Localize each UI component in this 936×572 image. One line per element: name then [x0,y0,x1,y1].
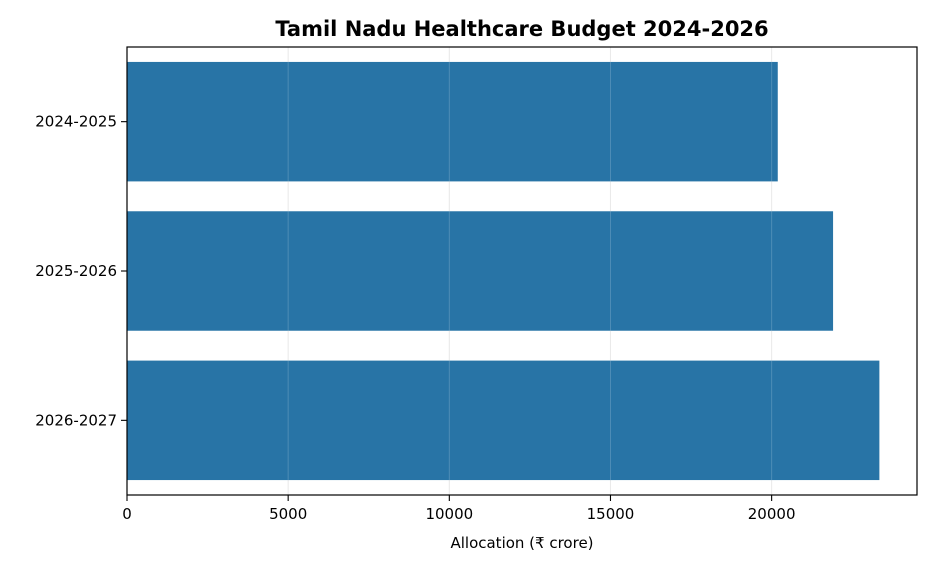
bar-2026-2027 [127,360,880,481]
x-axis-ticks: 0 5000 10000 15000 20000 [122,495,795,523]
bars [127,47,880,495]
x-tick-label-2: 10000 [425,505,473,523]
x-tick-label-1: 5000 [269,505,307,523]
y-tick-label-1: 2025-2026 [35,262,117,280]
bar-2024-2025 [127,61,778,182]
x-tick-label-4: 20000 [748,505,796,523]
chart-title: Tamil Nadu Healthcare Budget 2024-2026 [275,17,768,41]
x-tick-label-0: 0 [122,505,132,523]
x-tick-label-3: 15000 [587,505,635,523]
bar-2025-2026 [127,211,834,331]
y-axis-ticks: 2024-2025 2025-2026 2026-2027 [35,113,127,429]
y-tick-label-2: 2026-2027 [35,411,117,429]
y-tick-label-0: 2024-2025 [35,113,117,131]
x-axis-label: Allocation (₹ crore) [450,534,593,552]
